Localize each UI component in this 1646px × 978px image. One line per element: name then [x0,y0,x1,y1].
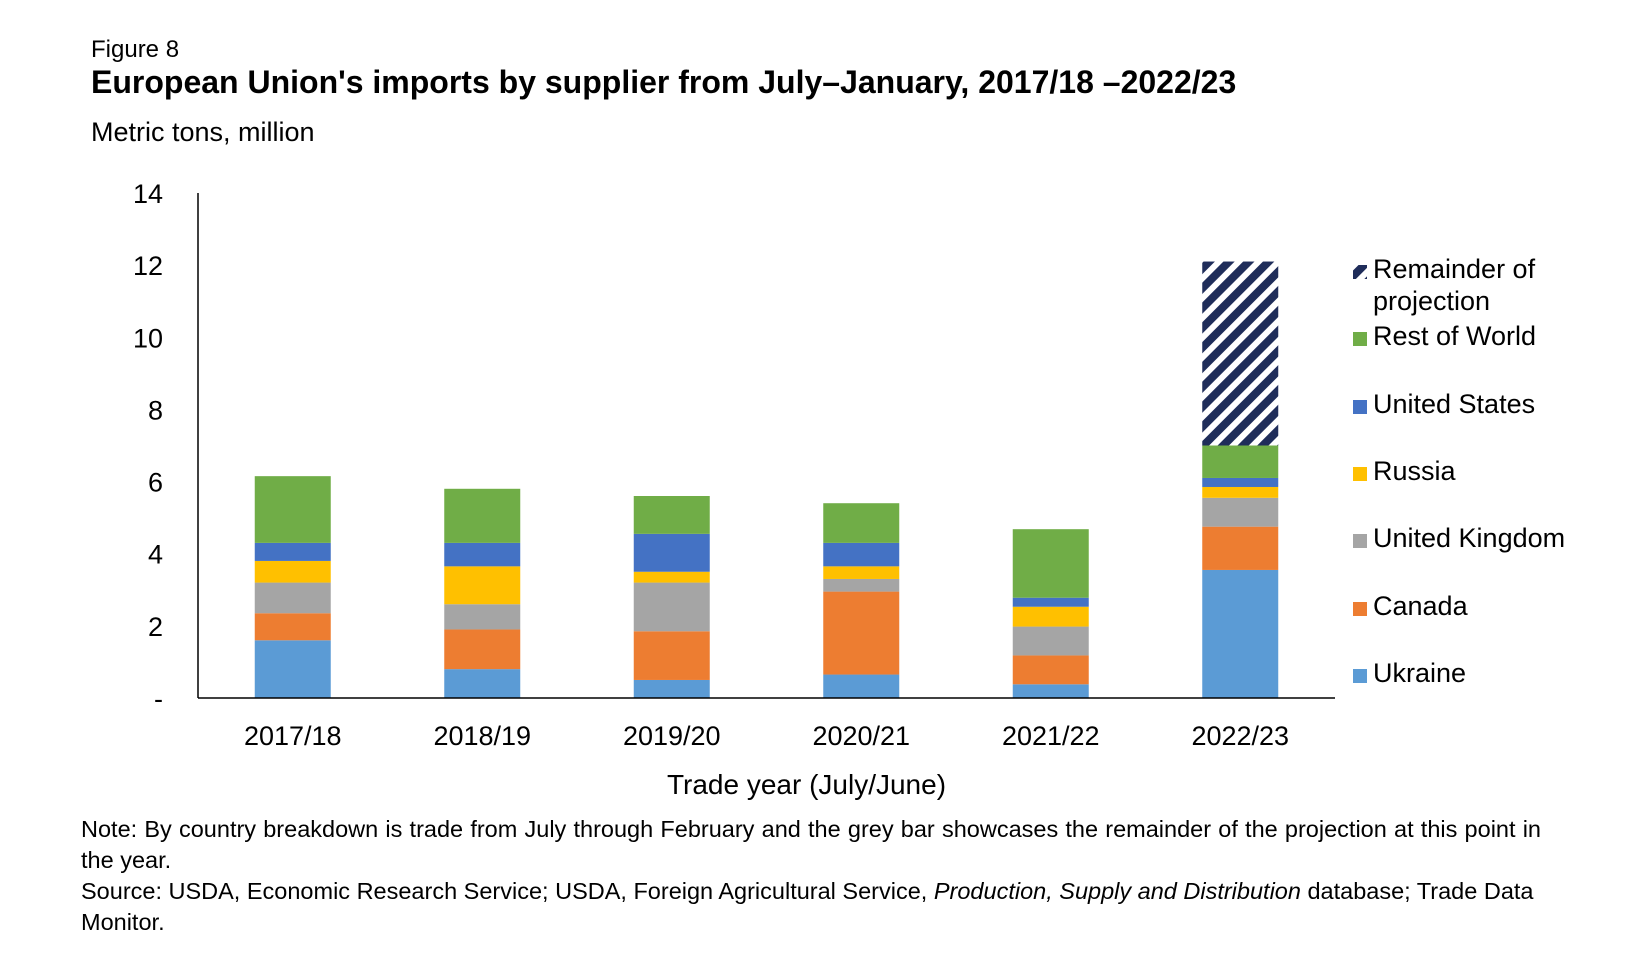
bar-rest-of-world-2018-19 [444,488,521,543]
bar-ukraine-2022-23 [1202,569,1279,698]
x-tick-label: 2017/18 [244,721,342,751]
bar-ukraine-2021-22 [1012,684,1089,698]
bar-rest-of-world-2019-20 [633,496,710,534]
x-tick-label: 2022/23 [1191,721,1289,751]
bar-united-states-2018-19 [444,542,521,567]
bar-russia-2022-23 [1202,486,1279,498]
y-tick-label: 10 [133,323,163,353]
bar-remainder-of-projection-2022-23 [1202,261,1279,446]
bar-canada-2022-23 [1202,526,1279,570]
bar-ukraine-2019-20 [633,679,710,698]
bar-canada-2018-19 [444,629,521,670]
bar-united-states-2021-22 [1012,597,1089,607]
y-tick-label: 2 [148,612,163,642]
legend-swatch-russia [1353,467,1367,481]
bar-ukraine-2020-21 [823,674,900,698]
bar-united-states-2022-23 [1202,477,1279,487]
legend-label-ukraine: Ukraine [1373,658,1466,688]
bar-russia-2020-21 [823,566,900,579]
x-axis-title: Trade year (July/June) [667,769,946,800]
bar-united-states-2017-18 [254,542,331,561]
legend-label-remainder-of-projection: Remainder of projection [1373,254,1536,316]
bar-rest-of-world-2020-21 [823,503,900,543]
bar-rest-of-world-2022-23 [1202,445,1279,478]
legend-swatch-remainder-of-projection [1353,265,1367,279]
legend-swatch-ukraine [1353,669,1367,683]
x-tick-label: 2019/20 [623,721,721,751]
y-tick-label: 8 [148,395,163,425]
bars [254,261,1279,698]
x-tick-label: 2020/21 [812,721,910,751]
bar-united-kingdom-2022-23 [1202,497,1279,527]
legend-label-canada: Canada [1373,591,1469,621]
bar-russia-2021-22 [1012,606,1089,627]
y-tick-label: 12 [133,251,163,281]
bar-united-kingdom-2021-22 [1012,626,1089,656]
y-tick-label: 6 [148,468,163,498]
figure-label: Figure 8 [91,36,180,63]
bar-united-kingdom-2020-21 [823,578,900,592]
notes-block: Note: By country breakdown is trade from… [81,814,1541,938]
units-label: Metric tons, million [91,117,315,147]
bar-united-kingdom-2018-19 [444,604,521,630]
legend: Remainder of projection Rest of World Unite… [1353,254,1565,688]
bar-canada-2019-20 [633,631,710,680]
y-axis: - 2 4 6 8 10 12 14 [133,179,199,714]
bar-russia-2017-18 [254,560,331,583]
legend-swatch-united-kingdom [1353,534,1367,548]
bar-united-kingdom-2019-20 [633,582,710,632]
source-italic: Production, Supply and Distribution [933,878,1301,904]
stacked-bar-chart: - 2 4 6 8 10 12 14 2017/18 2018/19 2019/20 2020/21… [133,179,1565,800]
chart-title: European Union's imports by supplier fro… [91,64,1237,100]
bar-canada-2020-21 [823,591,900,675]
bar-russia-2018-19 [444,566,521,605]
legend-swatch-united-states [1353,400,1367,414]
bar-canada-2021-22 [1012,655,1089,685]
y-tick-label: 14 [133,179,163,209]
source-text: Source: USDA, Economic Research Service;… [81,876,1541,938]
note-text: Note: By country breakdown is trade from… [81,816,1541,873]
legend-label-rest-of-world: Rest of World [1373,321,1536,351]
legend-swatch-rest-of-world [1353,332,1367,346]
bar-united-states-2019-20 [633,533,710,572]
legend-label-russia: Russia [1373,456,1457,486]
legend-label-united-kingdom: United Kingdom [1373,523,1565,553]
bar-rest-of-world-2021-22 [1012,529,1089,598]
source-suffix: database; Trade Data Monitor. [81,878,1534,935]
x-tick-label: 2021/22 [1002,721,1100,751]
x-axis: 2017/18 2018/19 2019/20 2020/21 2021/22 2022/… [198,697,1335,751]
bar-united-kingdom-2017-18 [254,582,331,614]
source-prefix: Source: USDA, Economic Research Service;… [81,878,928,904]
bar-ukraine-2018-19 [444,669,521,698]
x-tick-label: 2018/19 [433,721,531,751]
bar-united-states-2020-21 [823,542,900,567]
y-tick-label: 4 [148,540,163,570]
bar-ukraine-2017-18 [254,640,331,698]
legend-swatch-canada [1353,602,1367,616]
bar-russia-2019-20 [633,571,710,583]
bar-canada-2017-18 [254,613,331,641]
bar-rest-of-world-2017-18 [254,476,331,543]
legend-label-united-states: United States [1373,389,1535,419]
y-tick-label: - [154,684,163,714]
